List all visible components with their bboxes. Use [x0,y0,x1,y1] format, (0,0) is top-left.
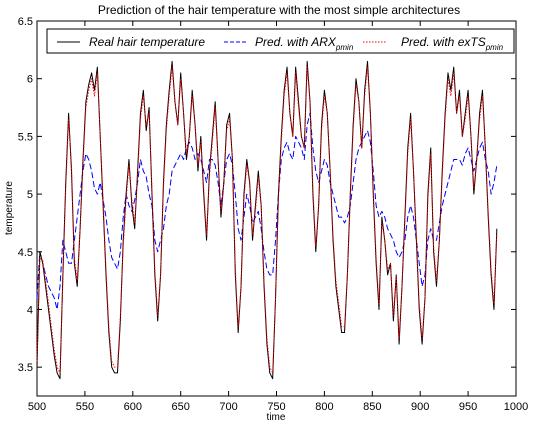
y-axis-label: temperature [4,181,15,235]
x-tick-label: 650 [172,401,190,413]
legend-label-arx: Pred. with ARXpmin [255,35,354,52]
series-line-0 [36,60,498,380]
x-tick-label: 550 [76,401,94,413]
y-tick-label: 6.5 [18,16,33,28]
legend-label-exts-sub: pmin [485,43,504,52]
y-tick-label: 3.5 [18,362,33,374]
x-tick-label: 500 [28,401,46,413]
legend-label-arx-sub: pmin [335,43,354,52]
ticks-layer: 500 550 600 650 700 750 800 850 900 950 1000 3.5 4 4.… [18,16,529,413]
x-tick-label: 950 [459,401,477,413]
series-layer [36,60,498,380]
series-line-2 [36,66,498,374]
y-tick-label: 5 [27,189,33,201]
plot-frame [36,20,517,397]
x-axis-label: time [267,412,286,423]
x-tick-label: 1000 [504,401,528,413]
y-tick-label: 4.5 [18,247,33,259]
x-tick-label: 700 [219,401,237,413]
legend-label-exts: Pred. with exTSpmin [401,35,504,52]
legend-box [46,28,515,54]
series-line-1 [36,112,498,310]
x-tick-label: 750 [267,401,285,413]
y-tick-label: 4 [27,304,33,316]
y-tick-label: 5.5 [18,131,33,143]
x-tick-label: 850 [363,401,381,413]
legend: Real hair temperature Pred. with ARXpmin… [46,28,515,54]
chart-title: Prediction of the hair temperature with … [98,3,460,17]
y-tick-label: 6 [27,74,33,86]
legend-label-arx-main: Pred. with ARX [255,35,337,49]
legend-label-exts-main: Pred. with exTS [401,35,486,49]
legend-label-real: Real hair temperature [89,35,205,49]
x-tick-label: 800 [315,401,333,413]
x-tick-label: 900 [411,401,429,413]
x-tick-label: 600 [124,401,142,413]
